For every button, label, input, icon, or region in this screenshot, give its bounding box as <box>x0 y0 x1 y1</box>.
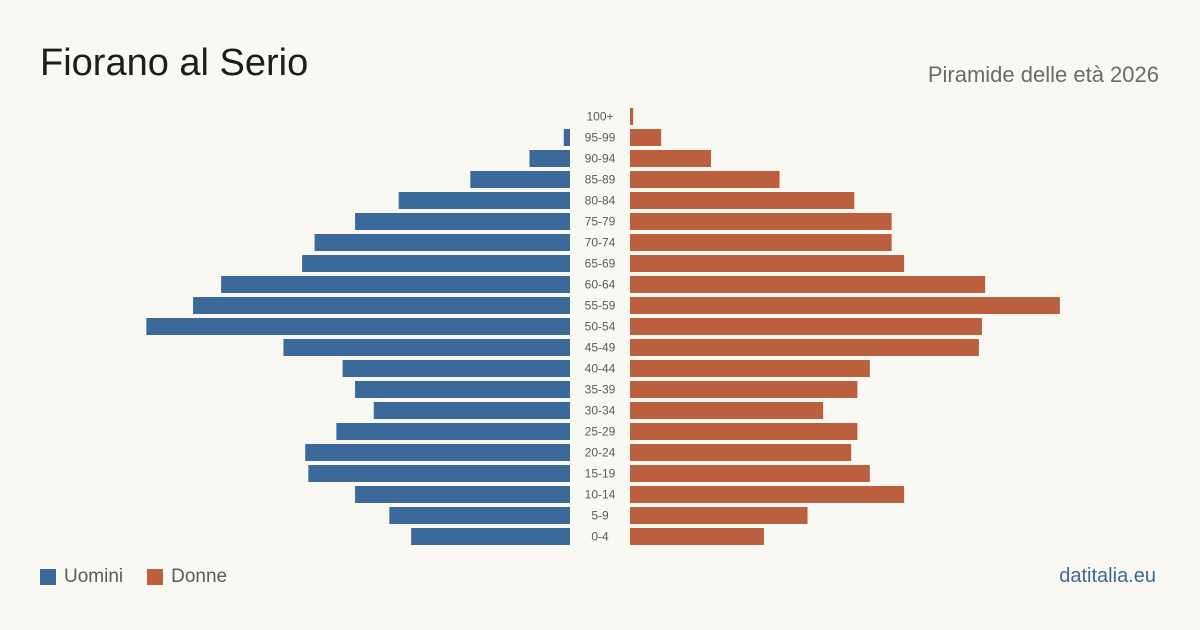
bar-men-20-24 <box>305 444 570 461</box>
age-label: 5-9 <box>591 509 609 523</box>
age-label: 25-29 <box>585 425 616 439</box>
bar-men-95-99 <box>563 129 570 146</box>
bar-men-15-19 <box>308 465 570 482</box>
age-label: 95-99 <box>585 131 616 145</box>
bar-men-35-39 <box>355 381 570 398</box>
bar-men-80-84 <box>398 192 570 209</box>
bar-women-55-59 <box>630 297 1060 314</box>
bar-women-45-49 <box>630 339 979 356</box>
bar-men-30-34 <box>373 402 570 419</box>
bar-men-45-49 <box>283 339 570 356</box>
bar-women-35-39 <box>630 381 858 398</box>
age-label: 20-24 <box>585 446 616 460</box>
age-label: 0-4 <box>591 530 609 544</box>
bar-men-25-29 <box>336 423 570 440</box>
bar-women-40-44 <box>630 360 870 377</box>
bar-women-5-9 <box>630 507 808 524</box>
age-label: 60-64 <box>585 278 616 292</box>
legend-item-men: Uomini <box>40 566 123 588</box>
age-label: 75-79 <box>585 215 616 229</box>
bar-women-10-14 <box>630 486 905 503</box>
chart-subtitle: Piramide delle età 2026 <box>927 62 1159 87</box>
age-label: 85-89 <box>585 173 616 187</box>
age-label: 50-54 <box>585 320 616 334</box>
legend-item-women: Donne <box>147 566 227 588</box>
bar-men-55-59 <box>193 297 570 314</box>
age-label: 80-84 <box>585 194 616 208</box>
bar-men-50-54 <box>146 318 571 335</box>
bar-men-75-79 <box>355 213 570 230</box>
age-label: 65-69 <box>585 257 616 271</box>
bar-women-0-4 <box>630 528 764 545</box>
age-label: 10-14 <box>585 488 616 502</box>
age-label: 90-94 <box>585 152 616 166</box>
bar-women-70-74 <box>630 234 892 251</box>
bar-women-15-19 <box>630 465 870 482</box>
legend: Uomini Donne <box>40 566 251 588</box>
age-label: 15-19 <box>585 467 616 481</box>
bar-women-85-89 <box>630 171 780 188</box>
age-label: 55-59 <box>585 299 616 313</box>
bar-women-50-54 <box>630 318 982 335</box>
bar-women-80-84 <box>630 192 855 209</box>
bar-women-25-29 <box>630 423 858 440</box>
age-label: 100+ <box>586 110 613 124</box>
chart-title: Fiorano al Serio <box>40 42 309 84</box>
bar-women-75-79 <box>630 213 892 230</box>
age-label: 30-34 <box>585 404 616 418</box>
legend-label-women: Donne <box>171 566 228 587</box>
bar-men-5-9 <box>389 507 570 524</box>
bar-men-0-4 <box>411 528 570 545</box>
legend-swatch-men <box>40 569 56 585</box>
bar-men-85-89 <box>470 171 570 188</box>
bar-men-60-64 <box>221 276 570 293</box>
legend-swatch-women <box>147 569 164 585</box>
age-label: 70-74 <box>585 236 616 250</box>
bar-women-95-99 <box>630 129 662 146</box>
bar-women-100+ <box>630 108 634 125</box>
age-label: 35-39 <box>585 383 616 397</box>
bar-women-65-69 <box>630 255 905 272</box>
bar-women-90-94 <box>630 150 711 167</box>
age-label: 40-44 <box>585 362 616 376</box>
bar-men-40-44 <box>342 360 570 377</box>
bar-women-30-34 <box>630 402 824 419</box>
legend-label-men: Uomini <box>64 566 124 587</box>
bar-men-70-74 <box>314 234 570 251</box>
bar-men-10-14 <box>355 486 570 503</box>
source-link[interactable]: datitalia.eu <box>1059 565 1156 587</box>
age-label: 45-49 <box>585 341 616 355</box>
bar-women-60-64 <box>630 276 986 293</box>
bar-men-90-94 <box>529 150 570 167</box>
bar-men-65-69 <box>302 255 570 272</box>
bar-women-20-24 <box>630 444 852 461</box>
